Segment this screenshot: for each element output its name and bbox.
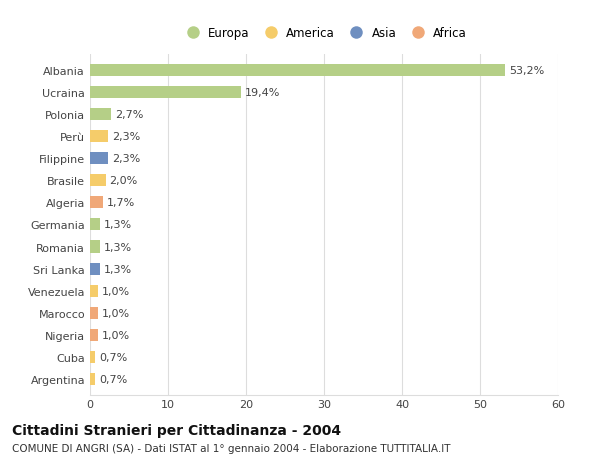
Bar: [90, 197, 103, 209]
Text: 2,7%: 2,7%: [115, 110, 143, 120]
Bar: [90, 109, 111, 121]
Text: 2,0%: 2,0%: [110, 176, 138, 186]
Bar: [90, 175, 106, 187]
Text: Cittadini Stranieri per Cittadinanza - 2004: Cittadini Stranieri per Cittadinanza - 2…: [12, 423, 341, 437]
Bar: [90, 153, 108, 165]
Bar: [90, 329, 98, 341]
Bar: [90, 64, 505, 77]
Bar: [90, 131, 108, 143]
Text: 1,3%: 1,3%: [104, 264, 132, 274]
Bar: [90, 219, 100, 231]
Text: 1,0%: 1,0%: [102, 330, 130, 340]
Text: 1,0%: 1,0%: [102, 286, 130, 296]
Text: 2,3%: 2,3%: [112, 154, 140, 164]
Text: 19,4%: 19,4%: [245, 88, 281, 98]
Text: 2,3%: 2,3%: [112, 132, 140, 142]
Text: 1,7%: 1,7%: [107, 198, 136, 208]
Bar: [90, 285, 98, 297]
Legend: Europa, America, Asia, Africa: Europa, America, Asia, Africa: [178, 23, 470, 44]
Bar: [90, 307, 98, 319]
Text: 1,3%: 1,3%: [104, 242, 132, 252]
Text: 53,2%: 53,2%: [509, 66, 544, 76]
Text: 1,0%: 1,0%: [102, 308, 130, 318]
Text: COMUNE DI ANGRI (SA) - Dati ISTAT al 1° gennaio 2004 - Elaborazione TUTTITALIA.I: COMUNE DI ANGRI (SA) - Dati ISTAT al 1° …: [12, 443, 451, 453]
Bar: [90, 351, 95, 364]
Text: 0,7%: 0,7%: [100, 352, 128, 362]
Text: 1,3%: 1,3%: [104, 220, 132, 230]
Text: 0,7%: 0,7%: [100, 374, 128, 384]
Bar: [90, 86, 241, 99]
Bar: [90, 263, 100, 275]
Bar: [90, 241, 100, 253]
Bar: [90, 373, 95, 386]
